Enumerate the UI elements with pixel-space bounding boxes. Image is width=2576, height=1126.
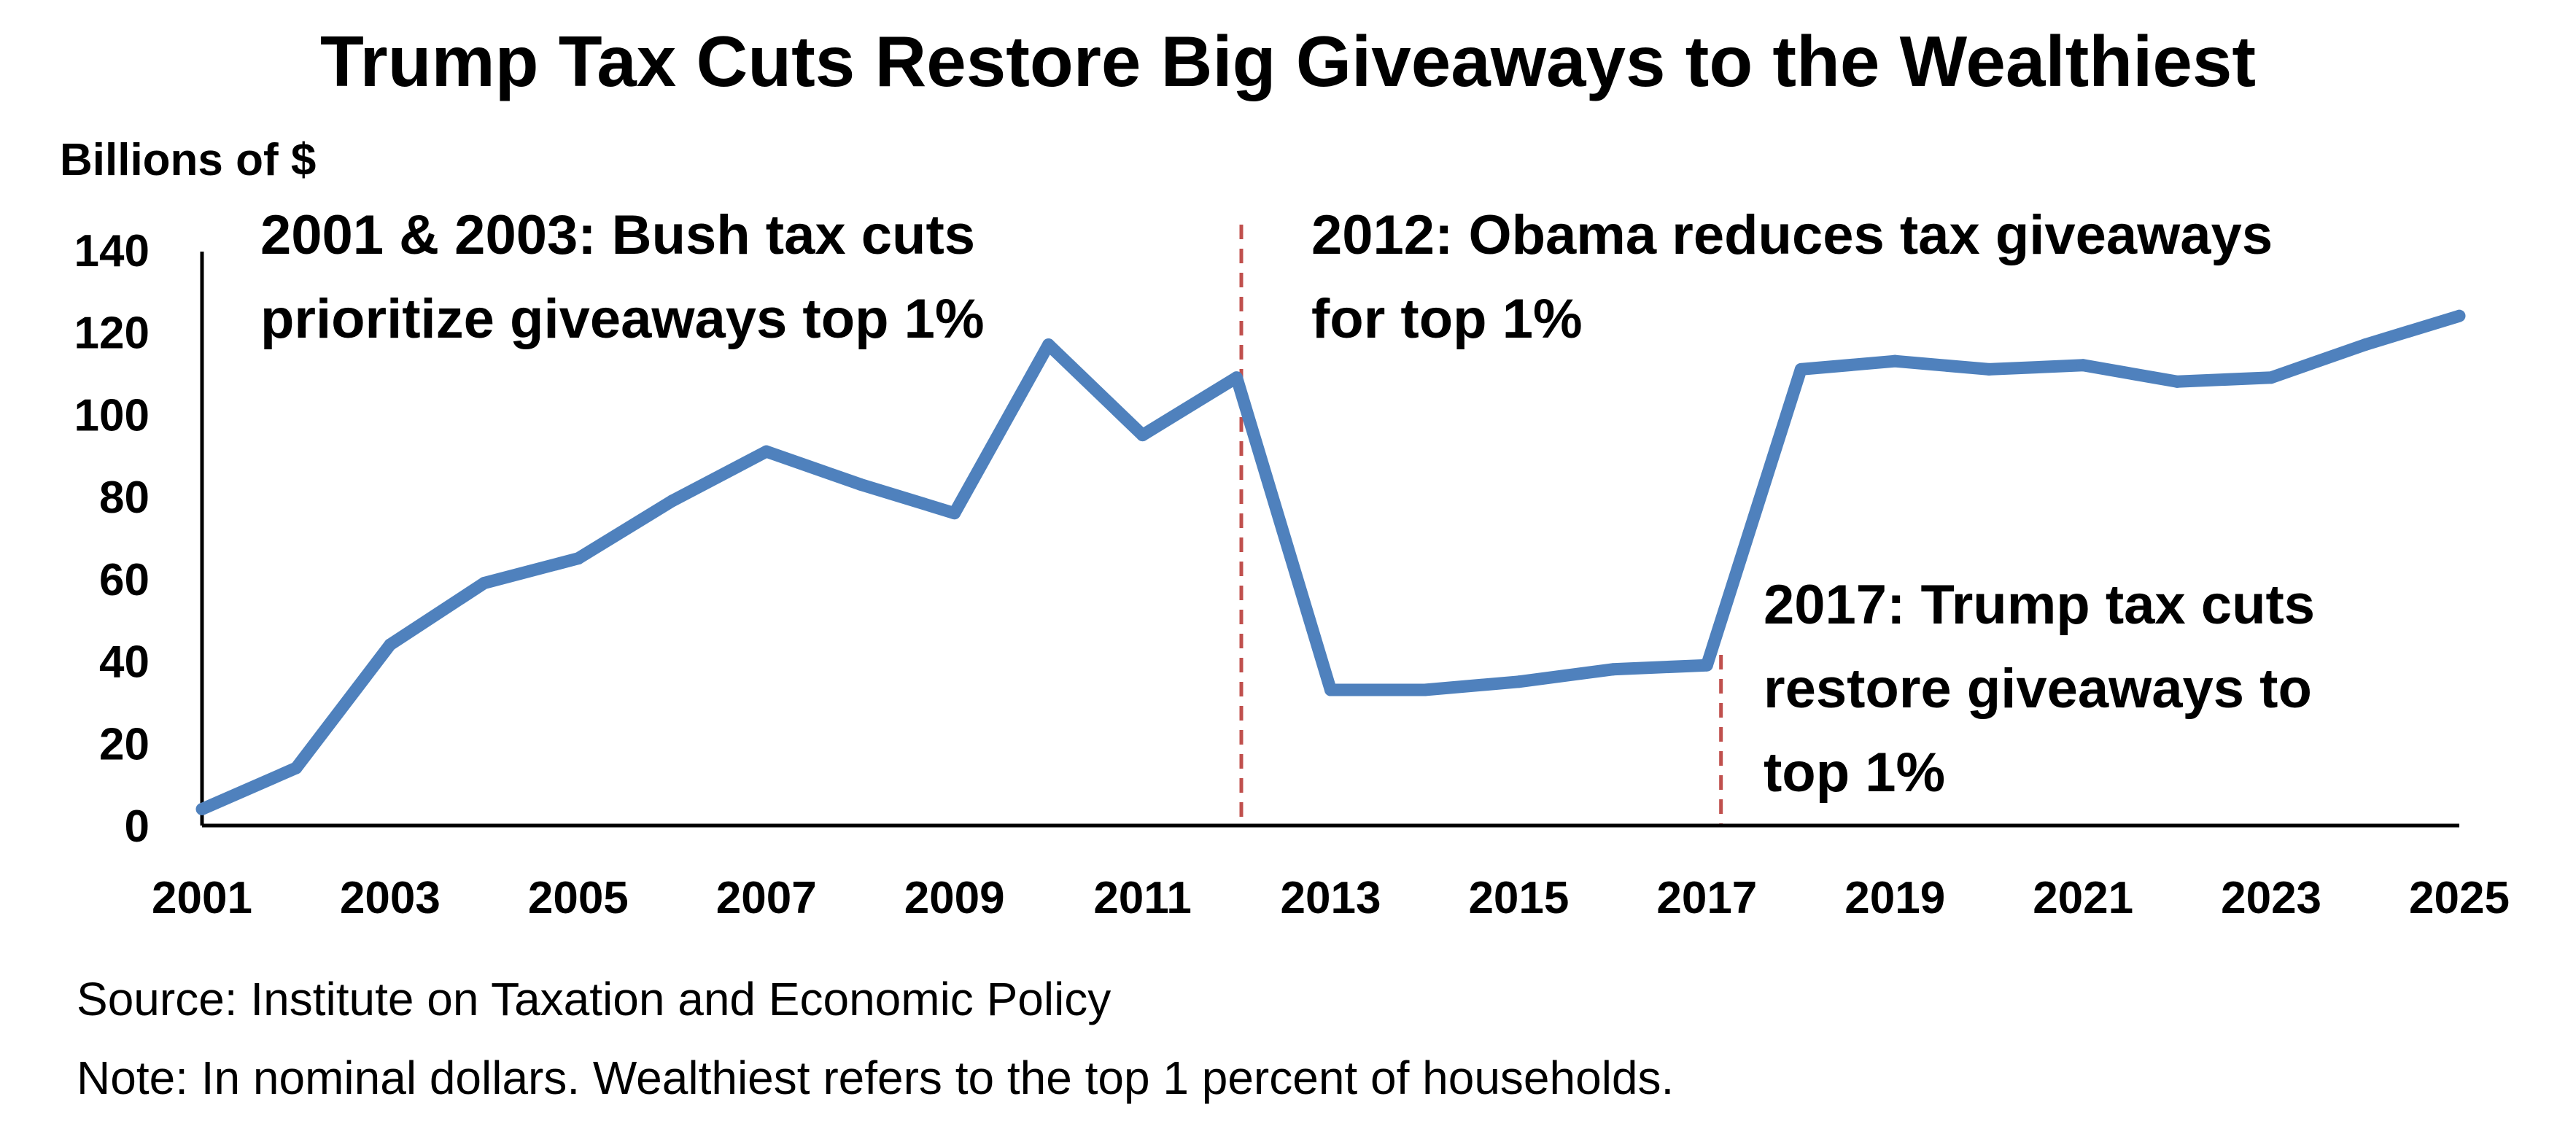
x-tick-label: 2009 [904,873,1005,923]
data-point-2005 [572,552,585,565]
data-point-2008 [854,478,867,491]
data-point-2018 [1794,362,1807,376]
y-tick-label: 140 [74,226,150,276]
data-point-2004 [478,576,491,589]
x-tick-label: 2003 [340,873,441,923]
data-point-2019 [1888,354,1901,368]
annotation-bush-line-2: prioritize giveaways top 1% [260,288,985,350]
data-point-2021 [2076,359,2090,372]
x-tick-label: 2023 [2221,873,2321,923]
annotation-bush-line-1: 2001 & 2003: Bush tax cuts [260,204,975,266]
data-point-2024 [2359,338,2372,352]
y-axis-ticks: 0 20 40 60 80 100 120 140 [74,226,150,852]
data-point-2006 [666,494,679,508]
y-tick-label: 20 [99,719,150,769]
x-tick-label: 2021 [2033,873,2133,923]
annotation-trump: 2017: Trump tax cuts restore giveaways t… [1764,574,2330,804]
x-tick-label: 2025 [2409,873,2510,923]
y-tick-label: 80 [99,473,150,523]
series-line [199,310,2461,815]
x-tick-label: 2001 [152,873,252,923]
y-axis-unit-label: Billions of $ [60,135,316,185]
data-point-2016 [1606,663,1619,676]
data-point-2007 [760,445,773,458]
x-axis-ticks: 2001 2003 2005 2007 2009 2011 2013 2015 2017 2019… [152,873,2510,923]
x-tick-label: 2011 [1093,873,1192,923]
data-point-2022 [2170,375,2184,388]
x-tick-label: 2019 [1844,873,1945,923]
data-series [195,309,2466,815]
x-tick-label: 2017 [1656,873,1757,923]
data-point-2013 [1324,683,1337,696]
x-tick-label: 2005 [528,873,629,923]
y-tick-label: 120 [74,308,150,359]
data-point-2015 [1512,675,1525,688]
reference-lines [1239,225,1723,826]
annotation-trump-line-1: 2017: Trump tax cuts [1764,574,2315,636]
data-point-2009 [948,507,961,520]
y-tick-label: 60 [99,555,150,605]
annotation-obama-line-1: 2012: Obama reduces tax giveaways [1311,204,2273,266]
annotation-obama: 2012: Obama reduces tax giveaways for to… [1311,204,2288,350]
y-tick-label: 40 [99,637,150,688]
annotation-trump-line-2: restore giveaways to [1764,658,2312,720]
data-point-2010 [1042,338,1055,352]
data-point-2017 [1700,659,1713,672]
y-tick-label: 0 [125,801,150,852]
data-point-2020 [1982,362,1995,376]
x-tick-label: 2007 [716,873,817,923]
data-point-2011 [1136,429,1149,442]
data-point-2003 [384,638,397,651]
footnote: Note: In nominal dollars. Wealthiest ref… [77,1052,1674,1104]
annotation-bush: 2001 & 2003: Bush tax cuts prioritize gi… [260,204,990,350]
data-point-2023 [2265,371,2278,384]
data-point-2001 [195,802,209,815]
y-tick-label: 100 [74,390,150,440]
source-note: Source: Institute on Taxation and Econom… [77,973,1111,1025]
annotation-obama-line-2: for top 1% [1311,288,1583,350]
annotation-trump-line-3: top 1% [1764,742,1945,804]
data-point-2002 [290,761,303,774]
x-tick-label: 2013 [1281,873,1381,923]
chart-title: Trump Tax Cuts Restore Big Giveaways to … [320,21,2256,101]
data-point-2012 [1230,371,1244,384]
data-point-2025 [2453,309,2466,322]
x-tick-label: 2015 [1468,873,1569,923]
data-point-2014 [1418,683,1431,696]
